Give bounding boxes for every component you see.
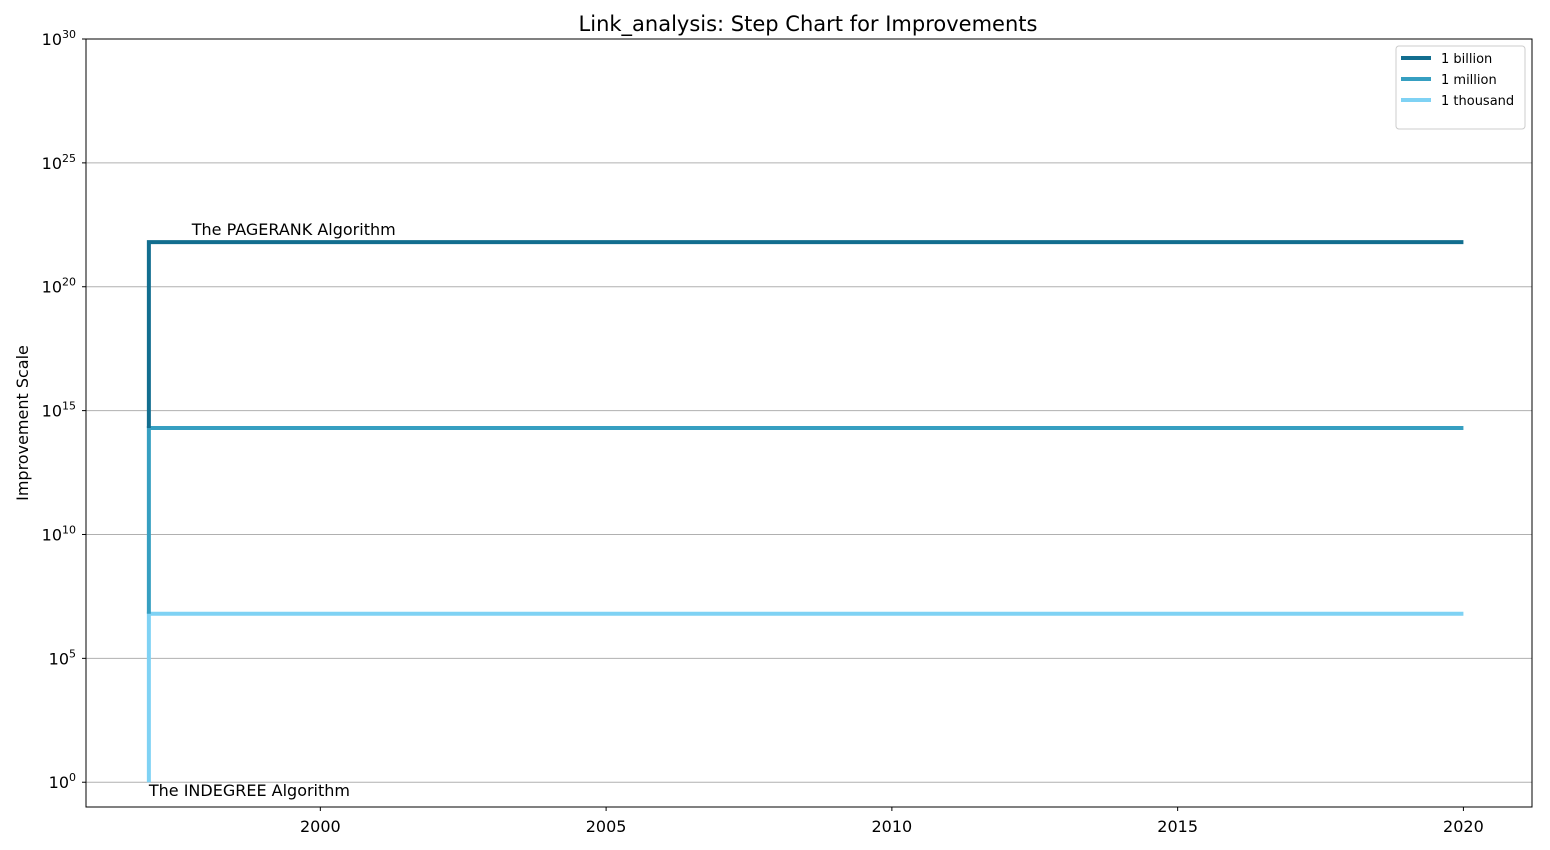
y-tick-label-6: 1030: [42, 28, 76, 49]
y-tick-label-1: 105: [49, 647, 76, 668]
legend-label-1-million: 1 million: [1441, 73, 1497, 88]
annotations: The PAGERANK Algorithm The INDEGREE Algor…: [148, 220, 396, 800]
y-tick-label-2: 1010: [42, 523, 76, 544]
series-lines: [146, 240, 1464, 783]
series-line-1-thousand: [146, 611, 1464, 783]
series-line-1-million: [146, 425, 1464, 614]
y-tick-label-3: 1015: [42, 400, 76, 421]
x-tick-label-2: 2010: [872, 817, 913, 836]
annotation-0: The PAGERANK Algorithm: [191, 220, 396, 239]
x-tick-label-4: 2020: [1443, 817, 1484, 836]
y-axis-label: Improvement Scale: [13, 345, 32, 501]
legend: 1 billion 1 million 1 thousand: [1395, 45, 1526, 130]
y-axis-ticks: 100 105 1010 1015 1020 1025 1030: [42, 28, 86, 792]
annotation-1: The INDEGREE Algorithm: [148, 781, 350, 800]
y-tick-label-0: 100: [49, 771, 76, 792]
y-tick-label-5: 1025: [42, 152, 76, 173]
x-tick-label-1: 2005: [586, 817, 627, 836]
legend-box: [1395, 45, 1526, 130]
x-axis-ticks: 2000 2005 2010 2015 2020: [300, 807, 1484, 836]
chart-title: Link_analysis: Step Chart for Improvemen…: [579, 12, 1038, 37]
plot-frame: [85, 38, 1533, 808]
legend-label-1-billion: 1 billion: [1441, 52, 1492, 67]
x-tick-label-3: 2015: [1157, 817, 1198, 836]
x-tick-label-0: 2000: [300, 817, 341, 836]
series-line-1-billion: [146, 240, 1464, 428]
legend-label-1-thousand: 1 thousand: [1441, 94, 1514, 109]
y-tick-label-4: 1020: [42, 276, 76, 297]
grid-lines: [86, 38, 1532, 783]
